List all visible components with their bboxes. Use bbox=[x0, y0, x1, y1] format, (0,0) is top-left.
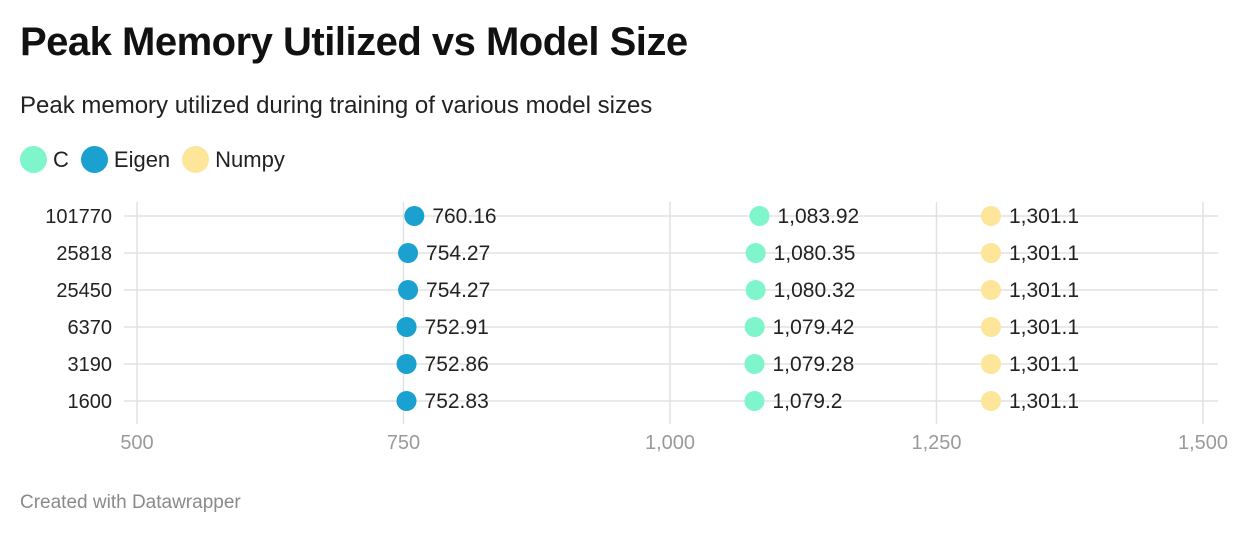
dot-numpy-101770 bbox=[980, 206, 1001, 226]
chart-title: Peak Memory Utilized vs Model Size bbox=[20, 20, 688, 64]
x-tick-label-500: 500 bbox=[120, 432, 153, 454]
value-label-eigen-6370: 752.91 bbox=[425, 316, 489, 339]
value-label-numpy-6370: 1,301.1 bbox=[1009, 316, 1079, 339]
dot-eigen-1600 bbox=[396, 391, 417, 411]
dot-eigen-3190 bbox=[396, 354, 417, 374]
legend-item-numpy: Numpy bbox=[182, 146, 285, 173]
value-label-numpy-3190: 1,301.1 bbox=[1009, 353, 1079, 376]
y-category-label-6370: 6370 bbox=[68, 317, 113, 339]
x-tick-label-1250: 1,250 bbox=[911, 432, 961, 454]
dot-numpy-6370 bbox=[980, 317, 1001, 337]
value-label-numpy-25818: 1,301.1 bbox=[1009, 242, 1079, 265]
value-label-numpy-101770: 1,301.1 bbox=[1009, 205, 1079, 228]
dot-c-6370 bbox=[744, 317, 765, 337]
dot-eigen-25450 bbox=[398, 280, 419, 300]
legend-swatch-c bbox=[20, 146, 47, 173]
value-label-c-25450: 1,080.32 bbox=[774, 279, 856, 302]
legend-item-eigen: Eigen bbox=[80, 146, 171, 173]
y-category-label-1600: 1600 bbox=[68, 391, 113, 413]
dot-numpy-1600 bbox=[980, 391, 1001, 411]
dot-eigen-25818 bbox=[398, 243, 419, 263]
dot-c-1600 bbox=[744, 391, 765, 411]
value-label-eigen-1600: 752.83 bbox=[425, 390, 489, 413]
legend-swatch-eigen bbox=[80, 146, 108, 173]
legend-swatch-numpy bbox=[182, 146, 210, 173]
legend-label-numpy: Numpy bbox=[215, 146, 285, 172]
credit-text: Created with Datawrapper bbox=[20, 492, 241, 513]
y-category-label-101770: 101770 bbox=[45, 206, 112, 228]
legend-item-c: C bbox=[20, 146, 69, 173]
dot-c-3190 bbox=[744, 354, 765, 374]
value-label-numpy-1600: 1,301.1 bbox=[1009, 390, 1079, 413]
chart-subtitle: Peak memory utilized during training of … bbox=[20, 92, 653, 119]
legend-label-eigen: Eigen bbox=[113, 146, 171, 172]
value-label-c-3190: 1,079.28 bbox=[773, 353, 855, 376]
y-category-label-25450: 25450 bbox=[56, 280, 112, 302]
dot-c-25450 bbox=[745, 280, 766, 300]
legend: C Eigen Numpy bbox=[20, 146, 285, 173]
value-label-c-101770: 1,083.92 bbox=[777, 205, 859, 228]
dot-eigen-101770 bbox=[404, 206, 425, 226]
dot-numpy-3190 bbox=[980, 354, 1001, 374]
value-label-eigen-3190: 752.86 bbox=[425, 353, 489, 376]
value-label-c-6370: 1,079.42 bbox=[773, 316, 855, 339]
value-label-c-1600: 1,079.2 bbox=[772, 390, 842, 413]
legend-label-c: C bbox=[53, 146, 69, 172]
y-category-label-25818: 25818 bbox=[56, 243, 112, 265]
value-label-eigen-25818: 754.27 bbox=[426, 242, 490, 265]
x-tick-label-1500: 1,500 bbox=[1178, 432, 1228, 454]
dot-numpy-25450 bbox=[980, 280, 1001, 300]
x-tick-label-750: 750 bbox=[387, 432, 420, 454]
value-label-eigen-101770: 760.16 bbox=[432, 205, 496, 228]
dot-c-101770 bbox=[749, 206, 770, 226]
dot-eigen-6370 bbox=[396, 317, 417, 337]
dot-c-25818 bbox=[745, 243, 766, 263]
y-category-label-3190: 3190 bbox=[68, 354, 113, 376]
dot-numpy-25818 bbox=[980, 243, 1001, 263]
x-tick-label-1000: 1,000 bbox=[645, 432, 695, 454]
value-label-eigen-25450: 754.27 bbox=[426, 279, 490, 302]
value-label-c-25818: 1,080.35 bbox=[774, 242, 856, 265]
value-label-numpy-25450: 1,301.1 bbox=[1009, 279, 1079, 302]
